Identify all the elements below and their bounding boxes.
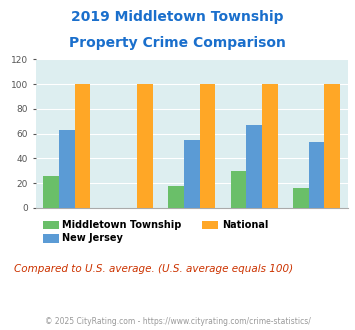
Bar [246,125,262,208]
Bar [184,140,200,208]
Text: National: National [222,220,268,230]
Bar [293,188,309,208]
Bar [59,130,75,208]
Text: Property Crime Comparison: Property Crime Comparison [69,36,286,50]
Text: © 2025 CityRating.com - https://www.cityrating.com/crime-statistics/: © 2025 CityRating.com - https://www.city… [45,317,310,326]
Text: Middletown Township: Middletown Township [62,220,181,230]
Bar [309,142,324,208]
Bar [75,84,90,208]
Text: 2019 Middletown Township: 2019 Middletown Township [71,10,284,24]
Bar [200,84,215,208]
Bar [168,185,184,208]
Bar [137,84,153,208]
Bar [231,171,246,208]
Bar [43,176,59,208]
Bar [262,84,278,208]
Text: Compared to U.S. average. (U.S. average equals 100): Compared to U.S. average. (U.S. average … [14,264,293,274]
Text: New Jersey: New Jersey [62,233,123,244]
Bar [324,84,340,208]
